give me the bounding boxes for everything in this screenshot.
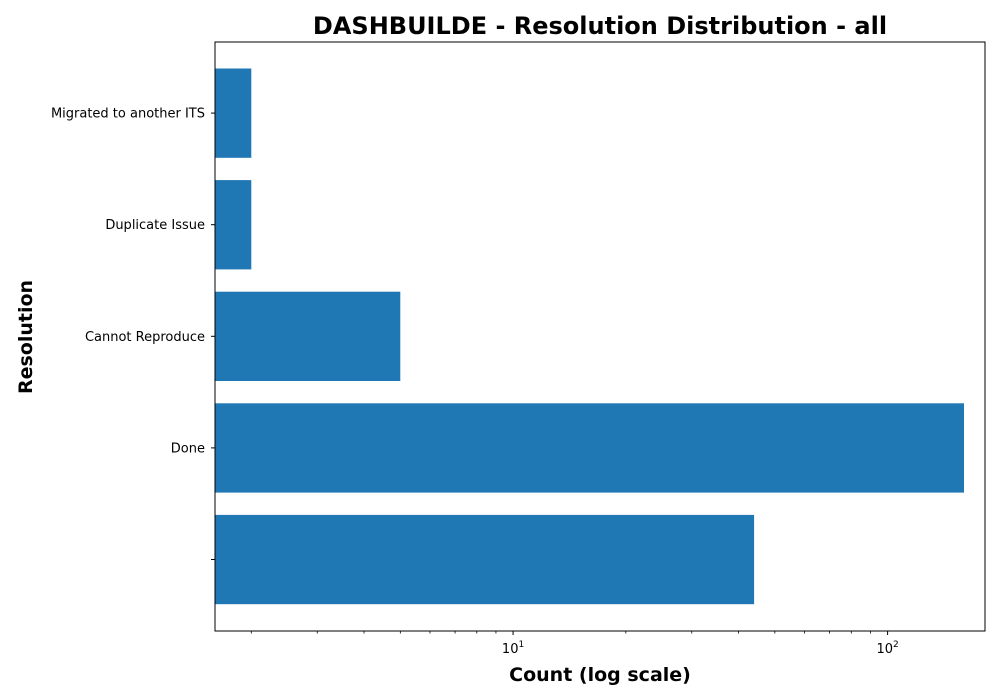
y-tick-label: Migrated to another ITS xyxy=(51,107,205,122)
y-tick-label: Duplicate Issue xyxy=(105,218,205,233)
y-tick-label: Cannot Reproduce xyxy=(85,330,205,345)
bar-unlabeled xyxy=(215,514,755,605)
x-axis-ticks: 101 102 xyxy=(502,631,899,657)
y-axis-label: Resolution xyxy=(15,280,37,394)
bars-group xyxy=(215,68,964,605)
x-axis-label: Count (log scale) xyxy=(509,664,691,686)
x-axis-minor-ticks xyxy=(250,631,871,634)
x-tick-label: 101 xyxy=(502,640,524,657)
bar-cannot-reproduce xyxy=(215,291,401,381)
y-axis-ticks: Done Cannot Reproduce Duplicate Issue Migra… xyxy=(51,107,215,560)
x-tick-label: 102 xyxy=(876,640,898,657)
y-tick-label: Done xyxy=(171,441,205,456)
bar-duplicate-issue xyxy=(215,180,252,270)
chart-title: DASHBUILDE - Resolution Distribution - a… xyxy=(313,12,887,40)
bar-done xyxy=(215,403,964,493)
bar-migrated-to-another-its xyxy=(215,68,252,158)
